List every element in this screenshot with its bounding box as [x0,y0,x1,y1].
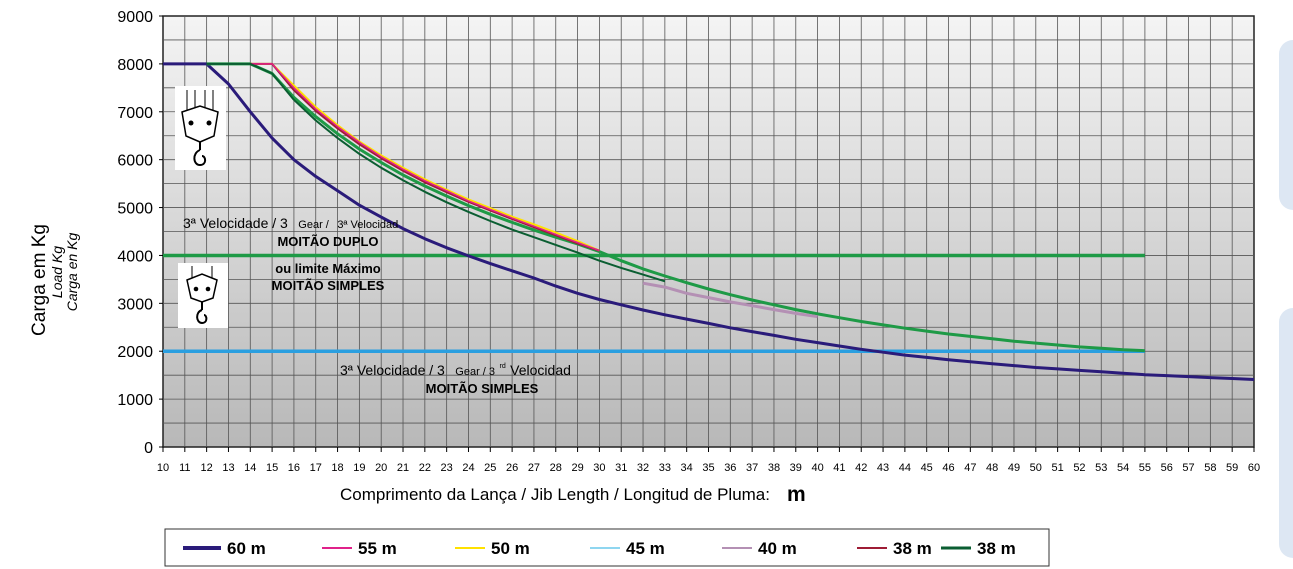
legend-label: 50 m [491,539,530,558]
legend-label: 40 m [758,539,797,558]
x-tick-label: 39 [790,462,802,474]
series-lines [163,62,1255,381]
x-tick-label: 49 [1008,462,1020,474]
x-tick-label: 36 [724,462,736,474]
x-tick-label: 29 [571,462,583,474]
x-tick-label: 54 [1117,462,1129,474]
legend-label: 55 m [358,539,397,558]
upper-speed-annotation: 3ª Velocidade / 3 Gear / 3ª Velocidad [183,215,398,232]
x-tick-label: 43 [877,462,889,474]
x-tick-label: 40 [811,462,823,474]
x-tick-label: 57 [1182,462,1194,474]
side-panel-bottom [1279,308,1293,558]
x-tick-label: 30 [593,462,605,474]
y-axis-label-en: Load Kg [49,246,65,298]
x-tick-label: 38 [768,462,780,474]
x-tick-label: 21 [397,462,409,474]
x-tick-label: 34 [681,462,693,474]
series-line [163,62,1255,381]
y-tick-label: 5000 [117,201,153,218]
x-tick-label: 59 [1226,462,1238,474]
x-tick-label: 11 [179,462,190,474]
lower-speed-annotation: 3ª Velocidade / 3 Gear / 3 rd Velocidad [340,355,571,379]
x-tick-label: 58 [1204,462,1216,474]
x-tick-label: 26 [506,462,518,474]
y-tick-label: 4000 [117,248,153,265]
x-tick-label: 50 [1030,462,1042,474]
x-axis-unit: m [787,483,806,506]
x-tick-label: 53 [1095,462,1107,474]
x-tick-label: 20 [375,462,387,474]
x-tick-label: 17 [310,462,322,474]
x-tick-label: 19 [353,462,365,474]
series-line [250,63,600,252]
legend: 60 m 55 m 50 m 45 m 40 m 38 m 38 m [183,539,1016,558]
reference-lines [163,253,1145,353]
series-line [250,62,600,252]
legend-box [164,528,1050,567]
x-tick-label: 28 [550,462,562,474]
x-tick-label: 24 [462,462,474,474]
legend-label: 60 m [227,539,266,558]
double-block-label: MOITÃO DUPLO [277,234,378,249]
double-hook-block-icon [175,86,226,170]
x-tick-label: 55 [1139,462,1151,474]
single-hook-block-icon [178,263,228,328]
x-tick-label: 41 [833,462,845,474]
y-tick-label: 7000 [117,105,153,122]
x-tick-label: 22 [419,462,431,474]
x-tick-label: 35 [702,462,714,474]
x-tick-label: 48 [986,462,998,474]
x-tick-label: 18 [331,462,343,474]
x-tick-label: 47 [964,462,976,474]
legend-label: 45 m [626,539,665,558]
x-axis-label: Comprimento da Lança / Jib Length / Long… [340,485,770,504]
single-block-label-upper: MOITÃO SIMPLES [272,278,385,293]
y-tick-label: 0 [144,440,153,457]
legend-label: 38 m [977,539,1016,558]
x-tick-label: 60 [1248,462,1260,474]
y-tick-label: 2000 [117,344,153,361]
max-limit-label: ou limite Máximo [275,261,381,276]
single-block-label-lower: MOITÃO SIMPLES [426,381,539,396]
y-tick-label: 3000 [117,296,153,313]
series-line [206,62,1145,353]
series-line [250,62,600,252]
x-tick-label: 25 [484,462,496,474]
x-tick-label: 46 [942,462,954,474]
x-tick-label: 27 [528,462,540,474]
y-tick-label: 9000 [117,9,153,26]
y-ticks: 0 1000 2000 3000 4000 5000 6000 7000 8000 9000 [117,9,163,457]
series-line [642,281,818,319]
y-axis-label: Carga em Kg [29,224,50,336]
x-tick-label: 51 [1051,462,1063,474]
x-tick-label: 14 [244,462,256,474]
series-line [206,62,666,283]
x-tick-label: 13 [222,462,234,474]
x-tick-label: 10 [157,462,169,474]
y-tick-label: 1000 [117,392,153,409]
x-tick-label: 12 [201,462,213,474]
x-tick-label: 45 [921,462,933,474]
y-axis-label-es: Carga en Kg [64,232,80,311]
side-panel-top [1279,40,1293,210]
x-ticks: 10 11 12 13 14 15 16 17 18 19 20 21 22 23 24 25 26 27 28 29… [157,447,1260,474]
x-tick-label: 56 [1161,462,1173,474]
legend-label: 38 m [893,539,932,558]
y-tick-label: 8000 [117,57,153,74]
grid [163,16,1254,447]
x-tick-label: 23 [441,462,453,474]
x-tick-label: 33 [659,462,671,474]
x-tick-label: 37 [746,462,758,474]
y-tick-label: 6000 [117,153,153,170]
x-tick-label: 42 [855,462,867,474]
x-tick-label: 44 [899,462,911,474]
x-tick-label: 32 [637,462,649,474]
x-tick-label: 15 [266,462,278,474]
x-tick-label: 52 [1073,462,1085,474]
x-tick-label: 16 [288,462,300,474]
x-tick-label: 31 [615,462,627,474]
